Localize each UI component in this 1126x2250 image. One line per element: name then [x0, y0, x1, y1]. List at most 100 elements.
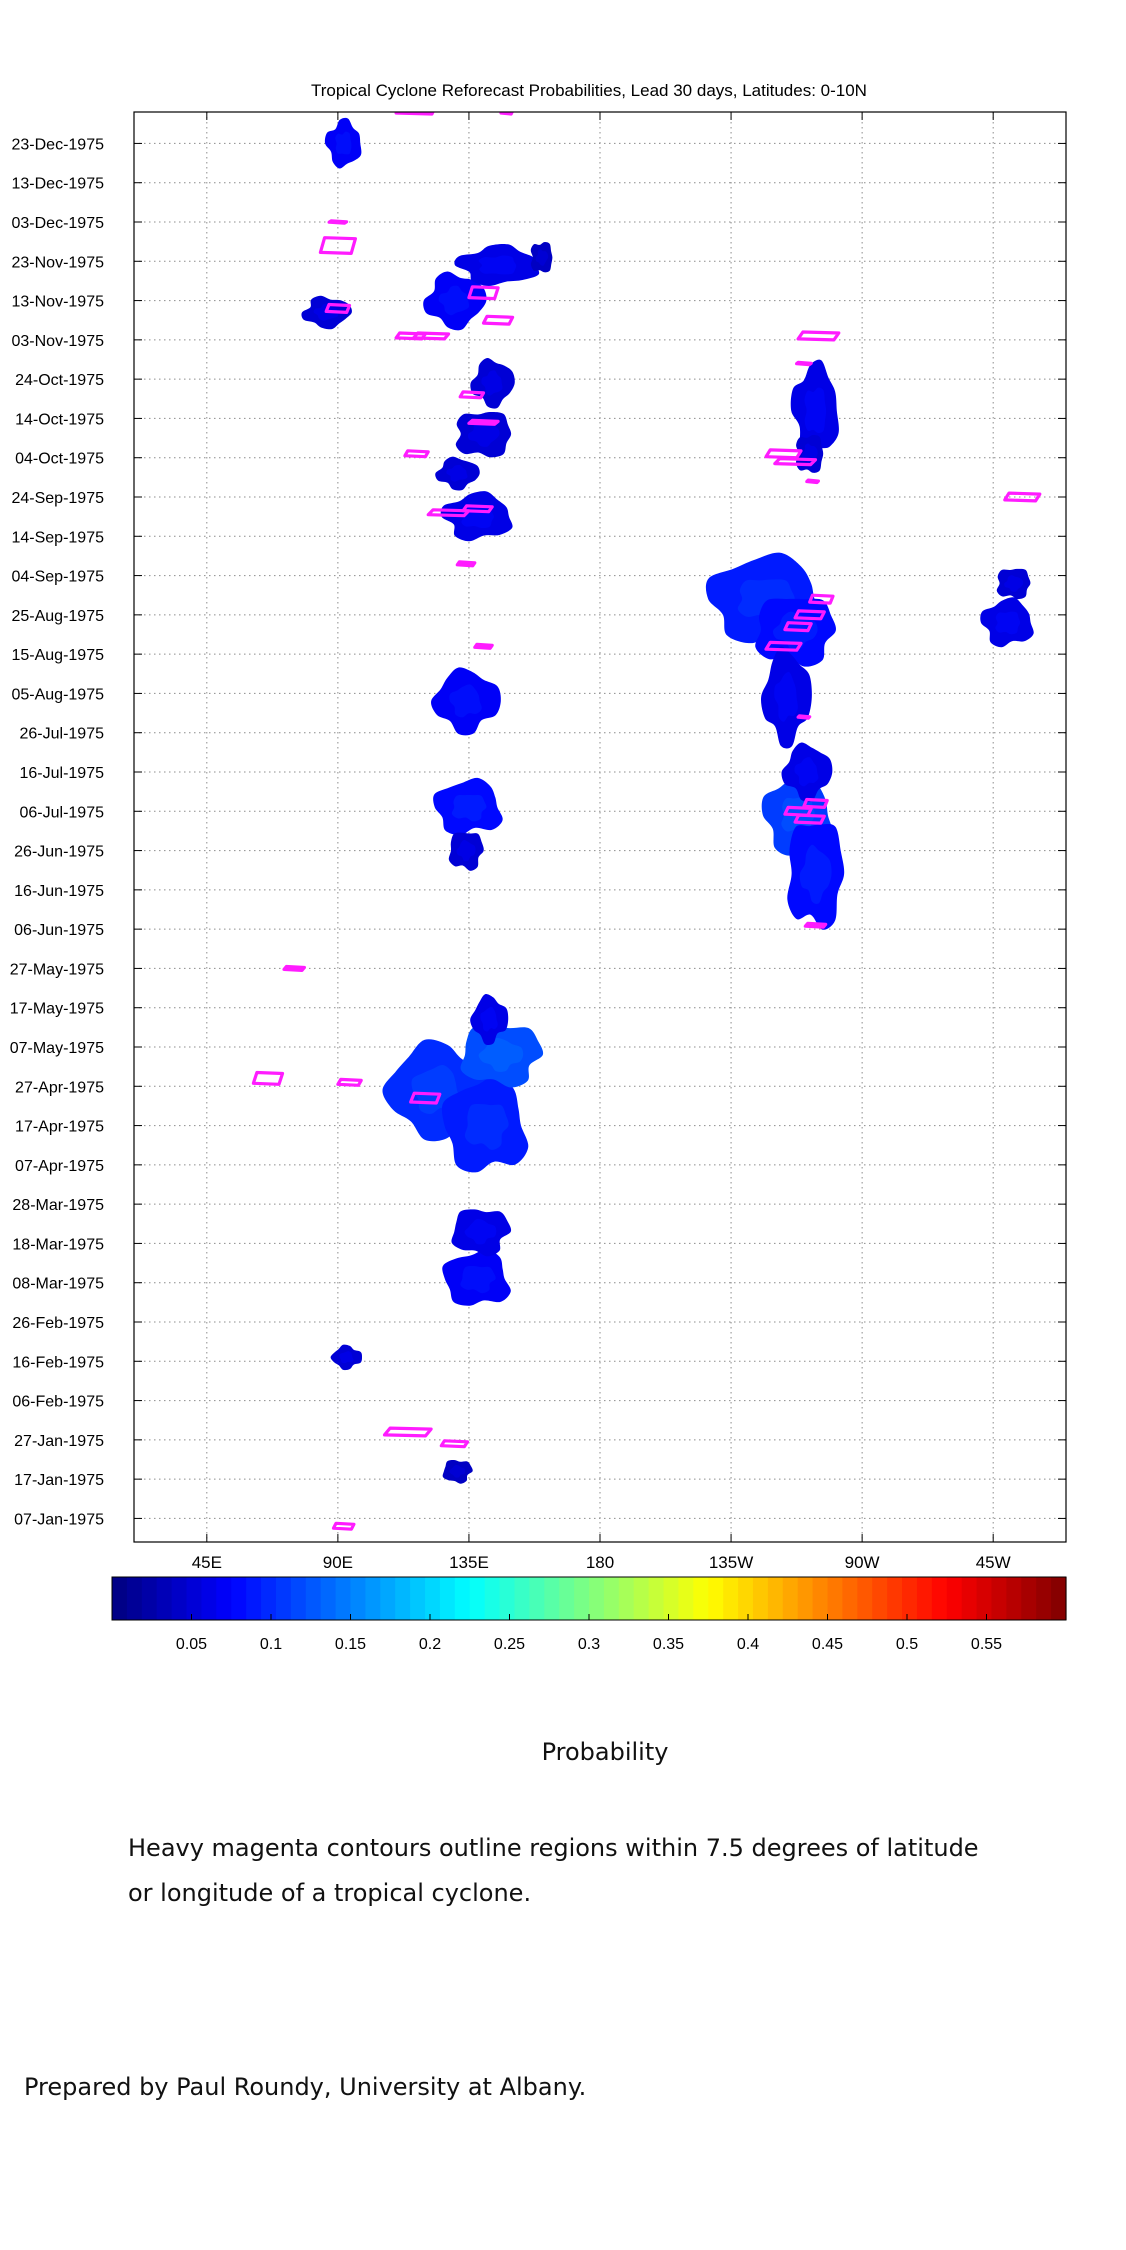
tc-contour: [458, 390, 486, 400]
colorbar-swatch: [275, 1577, 292, 1620]
colorbar-swatch: [499, 1577, 516, 1620]
colorbar-label: Probability: [541, 1738, 669, 1766]
tc-contour: [1003, 491, 1042, 503]
plot-area: [133, 111, 1067, 1543]
tc-contour: [461, 504, 494, 514]
y-tick-label: 28-Mar-1975: [12, 1197, 104, 1214]
y-tick-label: 03-Dec-1975: [12, 215, 105, 232]
colorbar-tick-label: 0.1: [260, 1636, 282, 1653]
y-tick-label: 23-Dec-1975: [12, 136, 105, 153]
tc-contour: [331, 1521, 356, 1531]
colorbar-swatch: [708, 1577, 724, 1620]
probability-region-core: [438, 285, 470, 316]
y-tick-label: 15-Aug-1975: [11, 647, 104, 664]
y-tick-label: 04-Oct-1975: [15, 451, 104, 468]
tc-contour: [426, 508, 471, 518]
colorbar-swatch: [410, 1577, 426, 1620]
colorbar-swatch: [186, 1577, 203, 1620]
tc-contour: [455, 560, 477, 568]
tc-contour: [803, 921, 828, 929]
y-tick-label: 18-Mar-1975: [12, 1236, 104, 1253]
y-tick-label: 13-Nov-1975: [12, 294, 105, 311]
colorbar-swatch: [514, 1577, 530, 1620]
colorbar-swatch: [559, 1577, 575, 1620]
probability-region-core: [451, 794, 487, 822]
colorbar-swatch: [827, 1577, 844, 1620]
colorbar-swatch: [1021, 1577, 1037, 1620]
y-axis-ticks: 07-Jan-1975 17-Jan-1975 27-Jan-1975 06-Feb-…: [10, 136, 1066, 1528]
colorbar-swatch: [767, 1577, 784, 1620]
y-tick-label: 06-Jun-1975: [14, 922, 104, 939]
tc-contour: [764, 640, 803, 652]
colorbar-tick-label: 0.15: [335, 1636, 366, 1653]
probability-region-core: [449, 684, 482, 718]
colorbar-swatch: [484, 1577, 501, 1620]
probability-fills: [301, 117, 1034, 1484]
colorbar-swatch: [887, 1577, 903, 1620]
y-tick-label: 26-Jun-1975: [14, 844, 104, 861]
colorbar-swatch: [618, 1577, 635, 1620]
colorbar-swatch: [902, 1577, 918, 1620]
tc-contour: [795, 360, 813, 367]
y-tick-label: 17-Apr-1975: [15, 1119, 104, 1136]
probability-region-core: [535, 249, 549, 266]
probability-region-core: [478, 255, 517, 275]
y-tick-label: 05-Aug-1975: [11, 686, 104, 703]
probability-region-core: [1004, 575, 1024, 592]
y-tick-label: 04-Sep-1975: [11, 569, 104, 586]
y-tick-label: 24-Sep-1975: [11, 490, 104, 507]
x-tick-label: 90E: [323, 1553, 353, 1572]
x-tick-label: 45E: [192, 1553, 222, 1572]
x-tick-label: 180: [586, 1553, 614, 1572]
colorbar-swatch: [603, 1577, 620, 1620]
colorbar-tick-label: 0.5: [896, 1636, 918, 1653]
y-tick-label: 07-May-1975: [10, 1040, 104, 1057]
colorbar-tick-label: 0.3: [578, 1636, 600, 1653]
tc-contour: [796, 330, 841, 342]
colorbar-swatch: [574, 1577, 590, 1620]
colorbar-tick-label: 0.05: [176, 1636, 207, 1653]
colorbar-swatch: [261, 1577, 277, 1620]
tc-contour: [783, 805, 813, 817]
colorbar-swatch: [529, 1577, 545, 1620]
probability-region-core: [774, 671, 798, 722]
colorbar-tick-label: 0.35: [653, 1636, 684, 1653]
probability-region-core: [335, 131, 352, 155]
tc-contour: [783, 621, 813, 633]
probability-region-core: [456, 839, 476, 862]
colorbar-swatch: [126, 1577, 143, 1620]
tc-contour: [499, 112, 514, 116]
colorbar-swatch: [350, 1577, 367, 1620]
legend-note-line-2: or longitude of a tropical cyclone.: [128, 1879, 532, 1907]
colorbar-swatch: [231, 1577, 247, 1620]
y-tick-label: 08-Mar-1975: [12, 1276, 104, 1293]
grid-lines: [134, 112, 1066, 1542]
tc-contour: [382, 1426, 433, 1438]
probability-region-core: [478, 1037, 524, 1072]
tc-contour: [394, 112, 435, 116]
colorbar-swatch: [201, 1577, 217, 1620]
colorbar-swatch: [365, 1577, 381, 1620]
tc-contour: [793, 813, 826, 825]
tc-contour: [793, 609, 826, 621]
colorbar-tick-label: 0.2: [419, 1636, 441, 1653]
y-tick-label: 16-Jun-1975: [14, 883, 104, 900]
x-tick-label: 45W: [976, 1553, 1011, 1572]
colorbar-swatch: [216, 1577, 232, 1620]
y-tick-label: 13-Dec-1975: [12, 176, 105, 193]
probability-region-core: [449, 1464, 466, 1478]
y-tick-label: 26-Feb-1975: [12, 1315, 104, 1332]
tc-contour: [282, 964, 306, 972]
colorbar-swatch: [141, 1577, 158, 1620]
colorbar-tick-label: 0.55: [971, 1636, 1002, 1653]
colorbar-swatch: [633, 1577, 650, 1620]
tc-contour: [412, 331, 451, 341]
colorbar-swatch: [380, 1577, 396, 1620]
y-tick-label: 16-Feb-1975: [12, 1354, 104, 1371]
colorbar-swatch: [648, 1577, 665, 1620]
probability-region-core: [794, 757, 819, 787]
colorbar-swatch: [872, 1577, 888, 1620]
tc-contour: [467, 418, 500, 426]
y-tick-label: 06-Jul-1975: [20, 804, 105, 821]
probability-region-core: [804, 387, 827, 434]
